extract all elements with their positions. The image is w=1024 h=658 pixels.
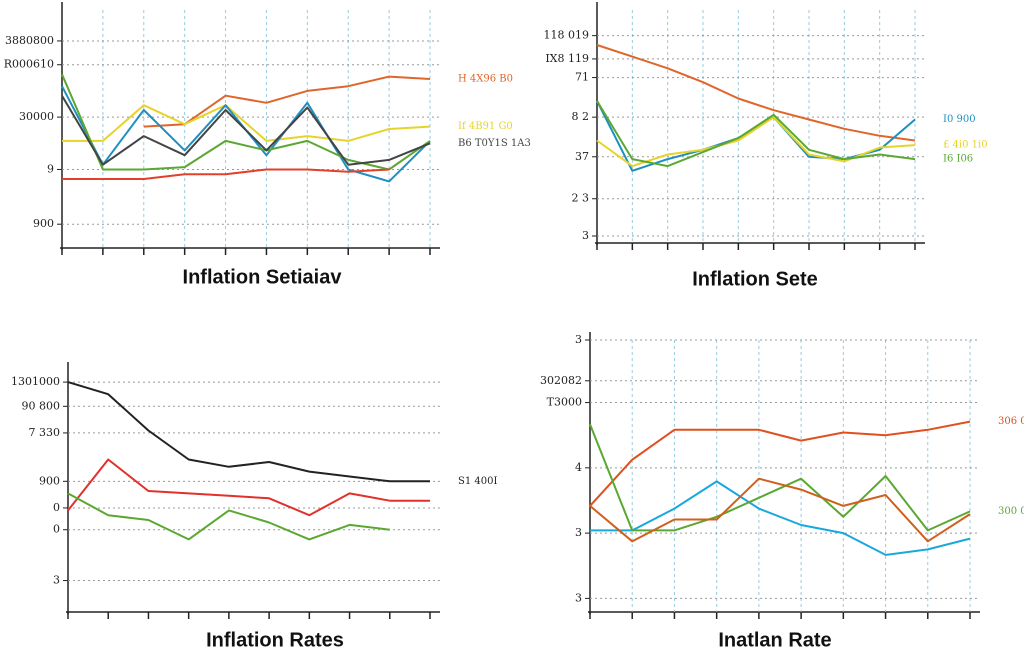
series-line [62, 168, 390, 180]
y-tick-label: 4 [575, 461, 582, 474]
series-line [589, 477, 971, 543]
series-line [596, 100, 916, 168]
series-line [596, 44, 916, 142]
chart-panel: 118 019 IX8 119 71 8 2 37 2 3 3 I0 900 £ 4i0 1i0… [544, 2, 988, 290]
series-end-label: 300 00 [998, 506, 1024, 517]
y-tick-label: 7 330 [29, 426, 61, 439]
series-end-label: I0 900 [943, 114, 976, 125]
y-tick-label: 3 [575, 333, 582, 346]
y-tick-label: 0 [53, 501, 60, 514]
series-line [62, 104, 431, 142]
series-line [61, 73, 431, 171]
series-line [143, 75, 431, 128]
series-end-label: If 4B91 G0 [458, 121, 513, 132]
chart-title: Inflation Rates [206, 629, 344, 651]
series-line [590, 480, 971, 556]
series-line [589, 420, 971, 507]
chart-panel: 3880800 R000610 30000 9 900 H 4X96 B0 If 4B91 … [4, 2, 531, 288]
y-tick-label: 30000 [19, 110, 54, 123]
series-end-label: 306 00 [998, 416, 1024, 427]
series-line [596, 100, 916, 172]
y-tick-label: 8 2 [572, 110, 590, 123]
y-tick-label: T3000 [547, 396, 582, 409]
chart-title: Inflation Sete [692, 268, 818, 290]
y-tick-label: 302082 [540, 374, 582, 387]
series-line [67, 458, 430, 517]
y-tick-label: 90 800 [22, 399, 61, 412]
y-tick-label: 900 [39, 474, 60, 487]
series-end-label: S1 400I [458, 476, 497, 487]
series-line [67, 381, 430, 483]
y-tick-label: 2 3 [572, 192, 590, 205]
series-line [61, 95, 431, 166]
y-tick-label: 37 [575, 150, 589, 163]
y-tick-label: 3 [575, 526, 582, 539]
series-line [596, 116, 916, 168]
y-tick-label: 3 [575, 591, 582, 604]
series-end-label: £ 4i0 1i0 [943, 140, 988, 151]
chart-title: Inatlan Rate [718, 629, 831, 651]
series-line [589, 423, 971, 532]
series-end-label: I6 I06 [943, 154, 973, 165]
chart-panel: 1301000 90 800 7 330 900 0 0 3 S1 400I Inflation… [11, 362, 497, 651]
y-tick-label: 1301000 [11, 375, 60, 388]
chart-panel: 3 302082 T3000 4 3 3 306 00 300 00 Inatlan Rate [540, 332, 1024, 651]
chart-title: Inflation Setiaiav [183, 266, 343, 288]
series-end-label: H 4X96 B0 [458, 74, 513, 85]
y-tick-label: 9 [47, 162, 54, 175]
y-tick-label: IX8 119 [545, 52, 589, 65]
series-end-label: B6 T0Y1S 1A3 [458, 138, 531, 149]
y-tick-label: R000610 [4, 58, 54, 71]
y-tick-label: 3 [582, 229, 589, 242]
y-tick-label: 0 [53, 523, 60, 536]
series-line [67, 492, 390, 541]
y-tick-label: 71 [575, 71, 589, 84]
y-tick-label: 118 019 [544, 29, 590, 42]
y-tick-label: 900 [33, 217, 54, 230]
y-tick-label: 3 [53, 574, 60, 587]
y-tick-label: 3880800 [5, 34, 54, 47]
